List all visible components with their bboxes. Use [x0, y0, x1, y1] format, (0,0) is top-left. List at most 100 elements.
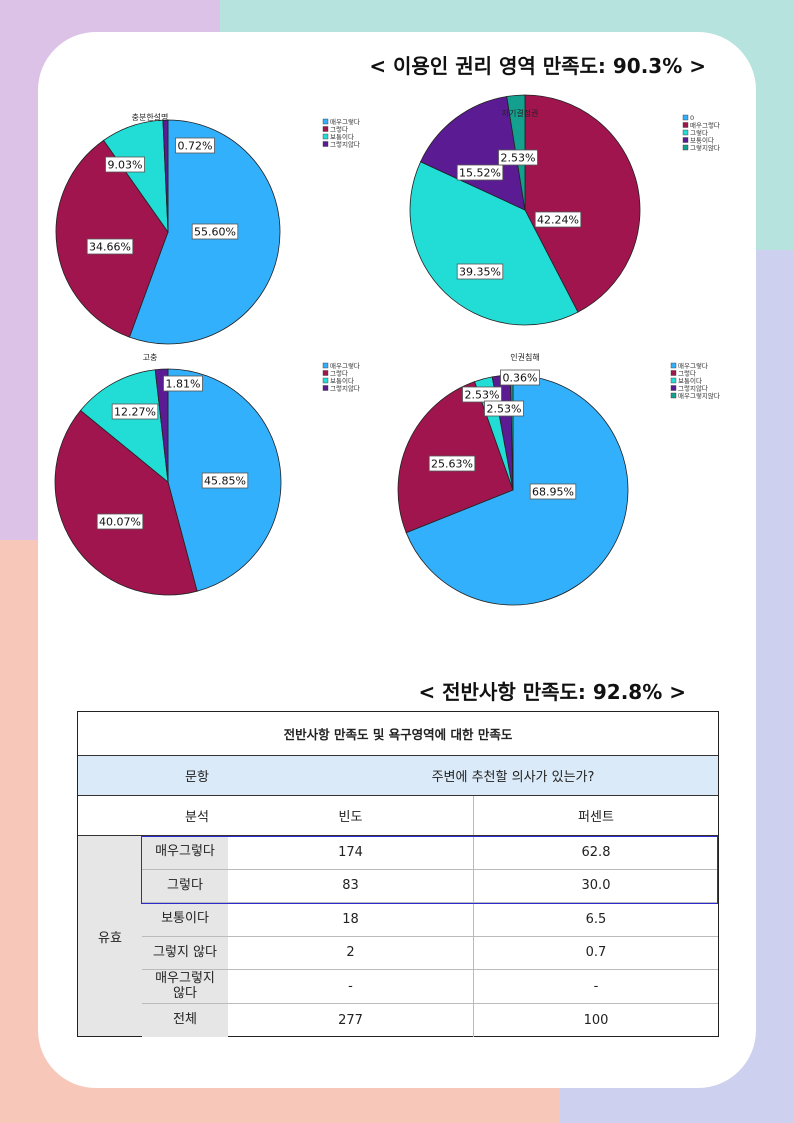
- pct-cell: 62.8: [581, 844, 611, 860]
- row-label: 전체: [142, 1003, 228, 1037]
- legend-label: 보통이다: [330, 132, 354, 141]
- header-row: 분석 빈도 퍼센트: [78, 796, 718, 836]
- pie-title: 충분한설명: [132, 112, 169, 122]
- col-pct-header: 퍼센트: [578, 810, 614, 825]
- legend-label: 그렇다: [330, 125, 348, 134]
- data-label-box: [175, 137, 215, 154]
- legend-label: 0: [690, 114, 694, 122]
- row-label: 매우그렇지 않다: [142, 970, 228, 1003]
- col-freq-header: 빈도: [228, 796, 474, 835]
- freq-cell: 2: [228, 936, 474, 969]
- data-label-box: [500, 369, 540, 386]
- legend-swatch: [682, 137, 689, 143]
- data-label-box: [456, 164, 504, 181]
- row-label: 그렇다: [142, 869, 228, 902]
- pie-slice: [54, 409, 198, 596]
- legend-swatch: [682, 144, 689, 151]
- legend-swatch: [322, 141, 329, 147]
- pct-cell: 0.7: [585, 945, 607, 961]
- legend-label: 그렇다: [330, 369, 348, 378]
- data-label: 15.52%: [459, 167, 501, 180]
- data-label: 1.81%: [166, 378, 201, 391]
- data-label-box: [201, 472, 249, 489]
- freq-cell: 83: [228, 869, 474, 902]
- data-label: 0.72%: [178, 140, 213, 153]
- data-label: 25.63%: [431, 458, 473, 471]
- table-row: 전체 277 100: [142, 1003, 718, 1037]
- table-row: 매우그렇다 174 62.8: [142, 836, 718, 870]
- table-row: 매우그렇지 않다 - -: [142, 970, 718, 1004]
- data-label-box: [163, 375, 203, 392]
- data-label-box: [191, 223, 239, 240]
- data-label-box: [111, 403, 159, 420]
- overall-satisfaction-title: < 전반사항 만족도: 92.8% >: [418, 680, 686, 704]
- pct-cell: 6.5: [585, 911, 607, 927]
- legend-swatch: [322, 133, 329, 140]
- legend-swatch: [670, 377, 677, 384]
- legend-label: 보통이다: [330, 376, 354, 385]
- data-label-box: [428, 455, 476, 472]
- data-label-box: [96, 513, 144, 530]
- legend-swatch: [682, 122, 689, 128]
- freq-cell: 174: [228, 836, 474, 869]
- data-label: 40.07%: [99, 516, 141, 529]
- pie-chart-explanation: 55.60% 34.66% 9.03% 0.72% 충분한설명 매우그렇다그렇다보통이다그…: [55, 112, 360, 345]
- table-title-row: 전반사항 만족도 및 욕구영역에 대한 만족도: [78, 712, 718, 756]
- data-label-box: [529, 483, 577, 500]
- legend-swatch: [682, 114, 689, 121]
- data-label: 39.35%: [459, 266, 501, 279]
- data-label: 55.60%: [194, 226, 236, 239]
- freq-cell: -: [228, 970, 474, 1003]
- legend-swatch: [682, 129, 689, 136]
- legend-swatch: [670, 385, 677, 391]
- analysis-label: 분석: [185, 810, 209, 825]
- data-label-box: [462, 386, 502, 403]
- pie-slice: [154, 368, 169, 483]
- pie-slice: [524, 94, 641, 313]
- legend-label: 그렇지않다: [330, 140, 360, 149]
- pie-slice: [405, 374, 629, 606]
- data-label: 2.53%: [487, 403, 522, 416]
- legend-label: 그렇다: [690, 128, 708, 137]
- legend-label: 매우그렇다: [690, 121, 720, 130]
- pct-cell: 100: [583, 1012, 609, 1028]
- pie-chart-grievance: 45.85% 40.07% 12.27% 1.81% 고충매우그렇다그렇다보통이다그렇지…: [54, 353, 360, 596]
- data-label-box: [105, 156, 145, 173]
- legend-swatch: [322, 377, 329, 384]
- legend-swatch: [670, 370, 677, 376]
- pie-slice: [409, 161, 579, 326]
- data-label: 2.53%: [501, 152, 536, 165]
- data-label-box: [534, 211, 582, 228]
- data-label: 45.85%: [204, 475, 246, 488]
- legend-swatch: [322, 370, 329, 376]
- pie-chart-rights-violation: 68.95%25.63%2.53%2.53%0.36%인권침해매우그렇다그렇다보…: [397, 352, 720, 606]
- legend-label: 매우그렇다: [678, 361, 708, 370]
- data-label: 42.24%: [537, 214, 579, 227]
- data-label: 9.03%: [108, 159, 143, 172]
- data-label: 0.36%: [503, 372, 538, 385]
- freq-cell: 277: [228, 1003, 474, 1037]
- table-row: 그렇다 83 30.0: [142, 869, 718, 903]
- legend-swatch: [322, 362, 329, 369]
- freq-cell: 18: [228, 903, 474, 936]
- row-label: 보통이다: [142, 903, 228, 936]
- legend-swatch: [322, 118, 329, 125]
- data-label-box: [86, 238, 134, 255]
- legend-label: 매우그렇다: [330, 361, 360, 370]
- legend-label: 그렇지않다: [330, 384, 360, 393]
- pie-title: 고충: [143, 353, 158, 362]
- table-row: 그렇지 않다 2 0.7: [142, 936, 718, 970]
- rights-satisfaction-title: < 이용인 권리 영역 만족도: 90.3% >: [369, 54, 706, 78]
- question-label: 문항: [185, 770, 209, 785]
- data-label-box: [498, 149, 538, 166]
- data-label-box: [456, 263, 504, 280]
- pie-slice: [162, 119, 169, 233]
- pie-title: 인권침해: [510, 352, 539, 362]
- valid-label: 유효: [78, 836, 142, 1036]
- pct-cell: -: [593, 978, 599, 994]
- pie-slice: [420, 96, 526, 211]
- legend-label: 그렇다: [678, 369, 696, 378]
- pct-cell: 30.0: [581, 878, 611, 894]
- satisfaction-table: 전반사항 만족도 및 욕구영역에 대한 만족도 문항 주변에 추천할 의사가 있…: [77, 711, 719, 1037]
- legend-label: 그렇지않다: [678, 384, 708, 393]
